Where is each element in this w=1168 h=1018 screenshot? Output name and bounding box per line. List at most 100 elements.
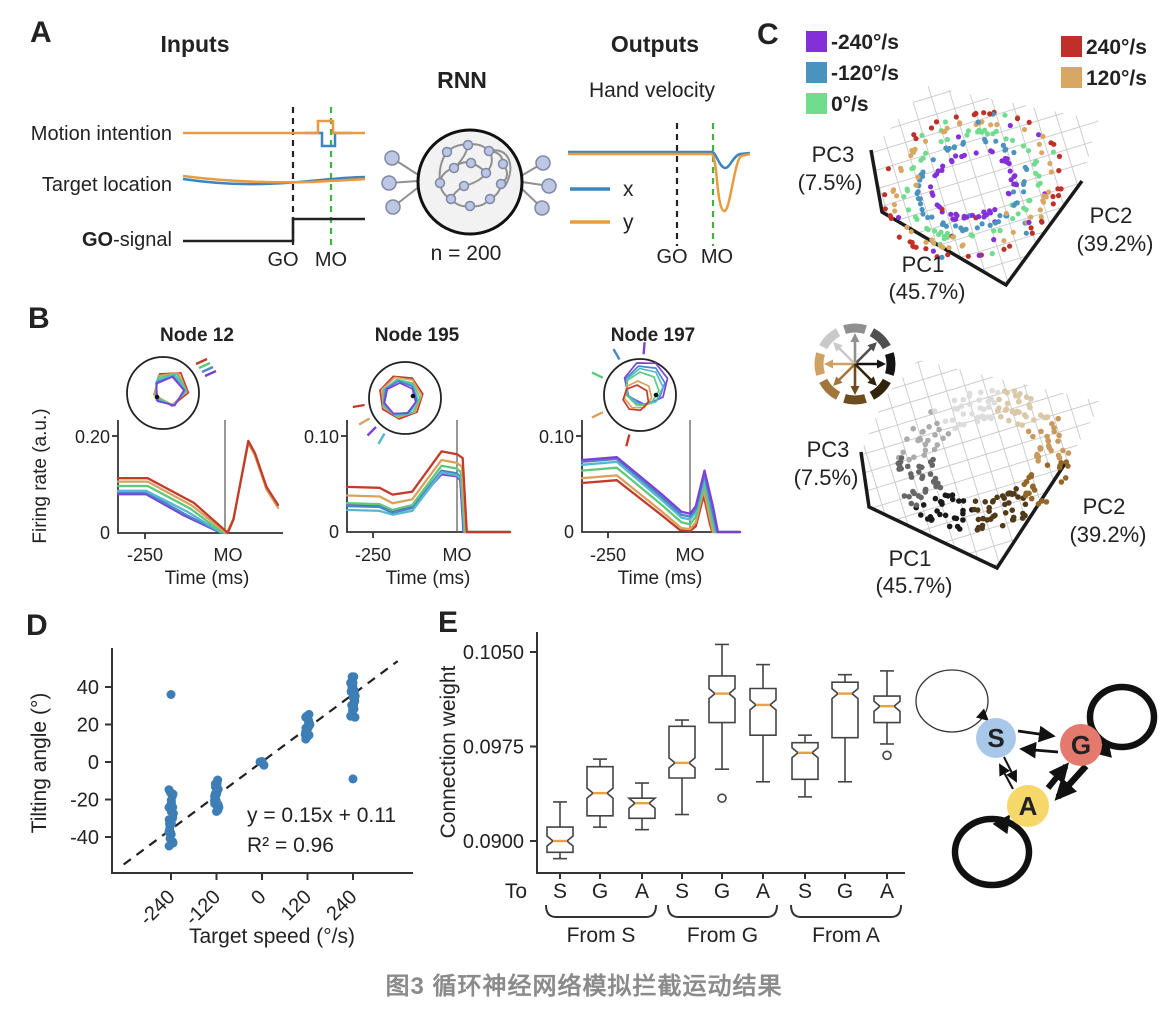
pca-dot (895, 214, 902, 221)
pca-dot (969, 212, 976, 218)
pca-dot (1022, 501, 1029, 508)
pca-dot (1021, 126, 1028, 133)
pca-dot (946, 245, 952, 251)
pca-dot (1024, 166, 1030, 172)
pca-dot (975, 119, 981, 125)
pca-dot (1000, 142, 1006, 148)
target-location-label: Target location (42, 174, 172, 196)
pca-dot (924, 516, 931, 522)
pca-dot (950, 234, 956, 240)
pc1-label-top: PC1 (902, 252, 945, 277)
panel-label-a: A (30, 16, 52, 49)
tuning-dash (642, 342, 646, 355)
pca-dot (952, 216, 958, 222)
pca-dot (961, 152, 968, 158)
pca-dot (972, 498, 979, 505)
sga-network-diagram: S G A (915, 669, 1158, 889)
pca-dot (1028, 214, 1034, 220)
pca-dot (1055, 186, 1061, 192)
pca-dot (989, 149, 995, 155)
pca-dot (1041, 414, 1048, 421)
notched-box (668, 725, 696, 779)
wheel-arrowhead (877, 359, 886, 369)
pca-dot (987, 111, 993, 117)
output-go-label: GO (656, 246, 687, 268)
tuning-dash (204, 369, 217, 378)
pca-dot (1015, 211, 1021, 217)
scatter-dot (257, 757, 267, 767)
legend-swatch (806, 93, 827, 114)
tuning-dash (352, 403, 365, 409)
pc2-label-bottom: PC2 (1083, 494, 1126, 519)
pca-dot (910, 164, 917, 171)
pca-dot (925, 227, 931, 233)
pca-dot (992, 220, 999, 226)
pca-dot (904, 463, 911, 470)
pca-dot (923, 150, 929, 156)
node195-xlabel: Time (ms) (386, 568, 471, 589)
notched-box (586, 765, 614, 817)
figure-caption: 图3 循环神经网络模拟拦截运动结果 (385, 973, 783, 1000)
pca-dot (956, 421, 963, 428)
pca-dot (934, 442, 941, 448)
pca-dot (958, 225, 964, 231)
pca-dot (1013, 486, 1019, 492)
pca-dot (986, 404, 992, 411)
pca-dot (1028, 473, 1034, 480)
go-signal-trace (183, 217, 365, 243)
pc1-pct-bottom: (45.7%) (875, 573, 952, 598)
g-to-s-arrow (1019, 741, 1059, 759)
a-to-g-arrow (1045, 762, 1070, 790)
pca-dot (942, 492, 949, 499)
pca-dot (912, 146, 918, 152)
pc3-label-top: PC3 (812, 142, 855, 167)
wheel-arrowhead (824, 359, 833, 369)
pca-top-scatter (882, 109, 1064, 260)
notched-box (546, 826, 574, 854)
pca-dot (1027, 404, 1033, 411)
e-ytick-label: 0.0975 (463, 737, 524, 759)
mo-marker-label: MO (315, 249, 347, 271)
pca-dot (1058, 479, 1065, 485)
pca-dot (960, 242, 966, 248)
pca-dot (1026, 490, 1032, 497)
d-ytick-label: -40 (70, 827, 99, 849)
pca-bottom-scatter (895, 387, 1072, 533)
pca-dot (956, 526, 963, 532)
pca-dot (953, 114, 959, 120)
pca-dot (1025, 428, 1032, 435)
pca-dot (936, 426, 942, 433)
pca-dot (1044, 433, 1050, 440)
d-xtick-label: -240 (136, 886, 180, 930)
legend-y-label: y (623, 211, 634, 234)
tuning-dash (612, 348, 621, 361)
pca-dot (892, 208, 898, 214)
pc3-pct-top: (7.5%) (798, 170, 863, 195)
tuning-center-dot (154, 394, 160, 400)
pca-dot (905, 207, 912, 213)
firing-rate-line (345, 469, 512, 534)
pca-dot (1048, 169, 1054, 175)
e-column-label: G (592, 880, 608, 903)
pca-dot (913, 136, 919, 142)
pca-dot (894, 193, 900, 199)
scatter-outlier-dot (166, 690, 176, 699)
pc2-label-top: PC2 (1090, 203, 1133, 228)
pca-dot (929, 214, 935, 220)
go-marker-label: GO (267, 249, 298, 271)
pca-dot (994, 122, 1000, 128)
pca-dot (951, 145, 957, 151)
pca-dot (976, 214, 982, 220)
pca-dot (1043, 499, 1050, 505)
pc1-label-bottom: PC1 (889, 546, 932, 571)
pca-dot (934, 171, 940, 177)
g-to-a-arrow (1054, 763, 1089, 801)
panel-e-axes (536, 632, 905, 874)
s-node (976, 718, 1016, 758)
pca-dot (1039, 218, 1045, 224)
pca-dot (895, 460, 901, 467)
pca-dot (1003, 407, 1009, 413)
e-column-label: S (675, 880, 689, 903)
pca-dot (929, 516, 935, 523)
pca-dot (1038, 214, 1044, 220)
